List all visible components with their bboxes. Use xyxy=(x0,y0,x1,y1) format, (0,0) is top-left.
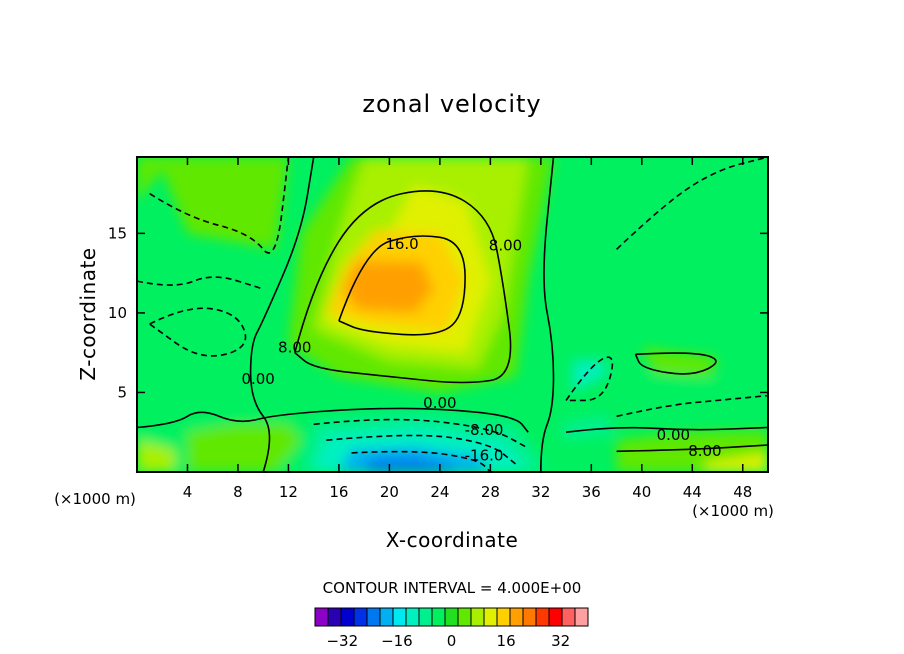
field-region xyxy=(704,452,768,472)
x-tick-label: 44 xyxy=(683,483,702,501)
x-tick-label: 20 xyxy=(380,483,399,501)
colorbar-swatch xyxy=(574,607,589,627)
colorbar-swatch xyxy=(353,607,368,627)
y-tick-label: 5 xyxy=(117,383,127,401)
x-tick-label: 28 xyxy=(481,483,500,501)
contour-line xyxy=(351,450,491,472)
colorbar-swatch xyxy=(444,607,459,627)
field-region xyxy=(641,347,718,377)
plot-frame xyxy=(136,156,769,473)
colorbar-tick-label: −32 xyxy=(326,632,358,650)
contour-line xyxy=(326,434,517,465)
x-tick-label: 4 xyxy=(183,483,193,501)
x-tick-label: 40 xyxy=(632,483,651,501)
field-region xyxy=(566,368,768,425)
contour-line xyxy=(137,276,264,290)
contour-label: -8.00 xyxy=(465,421,504,439)
contour-line xyxy=(616,444,768,453)
contour-line xyxy=(249,157,315,472)
field-region xyxy=(137,440,175,472)
plot-area: 16.0 8.008.000.000.00-8.00-16.00.008.00 xyxy=(137,157,768,472)
x-axis-label: X-coordinate xyxy=(386,528,519,552)
colorbar-swatch xyxy=(522,607,537,627)
field-region xyxy=(187,424,302,472)
colorbar-swatch xyxy=(470,607,485,627)
field-region xyxy=(342,260,434,313)
colorbar-swatch xyxy=(340,607,355,627)
contour-line xyxy=(149,307,247,357)
colorbar-swatch xyxy=(535,607,550,627)
contour-line xyxy=(294,190,512,384)
colorbar-tick-label: 32 xyxy=(551,632,570,650)
colorbar-swatch xyxy=(548,607,563,627)
contour-label: 8.00 xyxy=(278,338,311,356)
x-tick-label: 12 xyxy=(279,483,298,501)
x-tick-label: 8 xyxy=(233,483,243,501)
field-region xyxy=(364,457,453,472)
x-tick-label: 16 xyxy=(329,483,348,501)
x-unit-left: (×1000 m) xyxy=(54,490,136,508)
colorbar-tick-label: −16 xyxy=(381,632,413,650)
contour-label: -16.0 xyxy=(465,447,504,465)
contour-line xyxy=(313,418,529,449)
colorbar-swatch xyxy=(392,607,407,627)
colorbar-swatch xyxy=(405,607,420,627)
colorbar-swatch xyxy=(366,607,381,627)
colorbar-tick-label: 16 xyxy=(497,632,516,650)
contour-line xyxy=(137,407,529,433)
contour-line xyxy=(338,235,466,336)
field-region xyxy=(137,157,289,250)
chart-title: zonal velocity xyxy=(362,90,541,118)
field-region xyxy=(559,416,617,441)
field-region xyxy=(162,297,264,361)
colorbar-swatch xyxy=(561,607,576,627)
x-tick-label: 32 xyxy=(531,483,550,501)
colorbar-swatch xyxy=(418,607,433,627)
colorbar: −32 −16 0 16 32 xyxy=(314,607,589,650)
colorbar-swatch xyxy=(483,607,498,627)
contour-label: 8.00 xyxy=(688,442,721,460)
y-tick-label: 10 xyxy=(108,304,127,322)
contour-interval-text: CONTOUR INTERVAL = 4.000E+00 xyxy=(323,579,582,597)
contour-label: 0.00 xyxy=(657,426,690,444)
x-tick-label: 36 xyxy=(582,483,601,501)
colorbar-swatch xyxy=(457,607,472,627)
colorbar-swatch xyxy=(327,607,342,627)
contour-line xyxy=(616,157,768,250)
contour-label: 0.00 xyxy=(423,394,456,412)
y-tick-label: 15 xyxy=(108,224,127,242)
colorbar-swatch xyxy=(314,607,329,627)
x-unit-right: (×1000 m) xyxy=(692,502,774,520)
contour-label: 0.00 xyxy=(241,370,274,388)
colorbar-swatch xyxy=(379,607,394,627)
contour-line xyxy=(540,157,555,472)
x-tick-label: 24 xyxy=(430,483,449,501)
contour-line xyxy=(566,426,768,433)
contour-label: 8.00 xyxy=(489,237,522,255)
colorbar-swatch xyxy=(496,607,511,627)
colorbar-swatch xyxy=(431,607,446,627)
contour-line xyxy=(634,352,717,375)
contour-label: 16.0 xyxy=(385,235,418,253)
x-tick-label: 48 xyxy=(733,483,752,501)
colorbar-tick-label: 0 xyxy=(447,632,457,650)
colorbar-swatch xyxy=(509,607,524,627)
y-axis-label: Z-coordinate xyxy=(76,247,100,380)
contour-line xyxy=(149,157,290,254)
